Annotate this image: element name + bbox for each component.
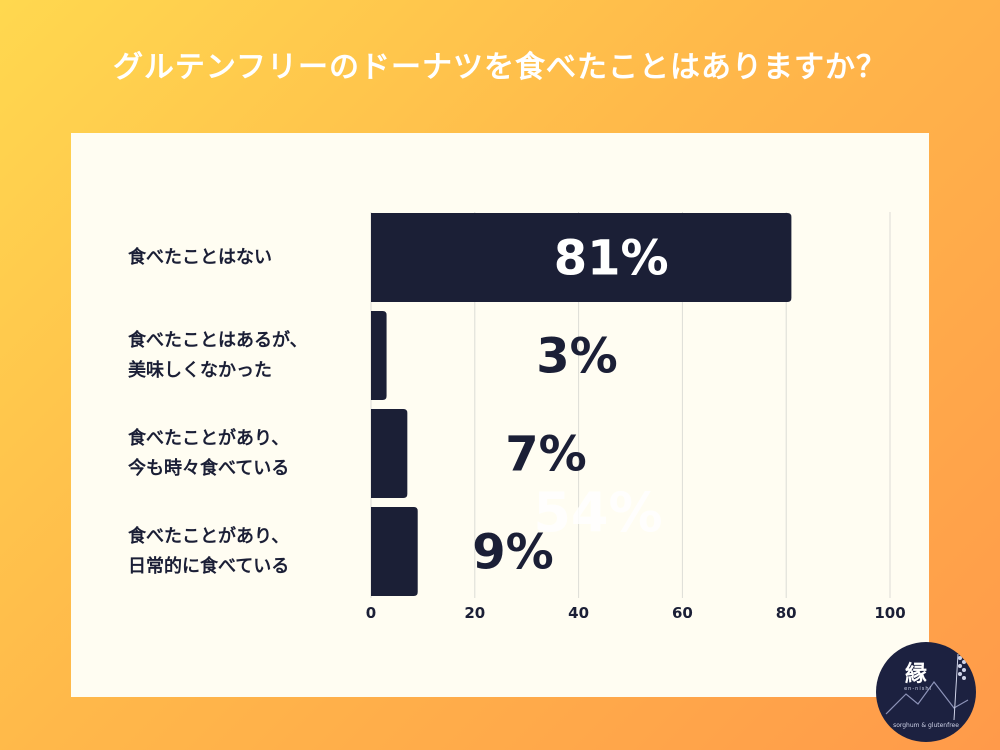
x-tick-label: 20 [464,604,485,622]
category-label-line: 食べたことはあるが、 [128,330,308,351]
bar [371,311,387,400]
category-label-line: 食べたことはない [128,247,272,268]
bar [371,213,792,302]
category-label-line: 日常的に食べている [128,556,290,577]
bar [371,507,418,596]
x-tick-label: 0 [366,604,376,622]
x-tick-label: 80 [776,604,797,622]
category-label-3: 食べたことがあり、 日常的に食べている [128,522,358,582]
category-label-0: 食べたことはない [128,243,358,273]
logo-tagline: sorghum & glutenfree [893,722,959,729]
mountain-rice-logo-icon [885,653,969,721]
value-label: 7% [505,427,587,483]
brand-logo: 縁 en-nishi sorghum & glutenfree [876,642,976,742]
bar [371,409,408,498]
value-label: 3% [536,329,618,385]
value-label: 9% [472,525,554,581]
page-title: グルテンフリーのドーナツを食べたことはありますか？ [112,50,888,85]
category-label-line: 今も時々食べている [128,458,290,479]
category-label-2: 食べたことがあり、 今も時々食べている [128,424,358,484]
x-tick-label: 100 [874,604,905,622]
category-label-line: 食べたことがあり、 [128,526,290,547]
x-tick-label: 40 [568,604,589,622]
category-label-line: 美味しくなかった [128,360,272,381]
logo-subtext: en-nishi [904,686,932,692]
value-label: 81% [554,231,669,287]
logo-mark: 縁 [904,661,927,687]
x-tick-label: 60 [672,604,693,622]
category-label-line: 食べたことがあり、 [128,428,290,449]
category-label-1: 食べたことはあるが、 美味しくなかった [128,326,358,386]
stray-value-label: 54% [533,481,662,544]
